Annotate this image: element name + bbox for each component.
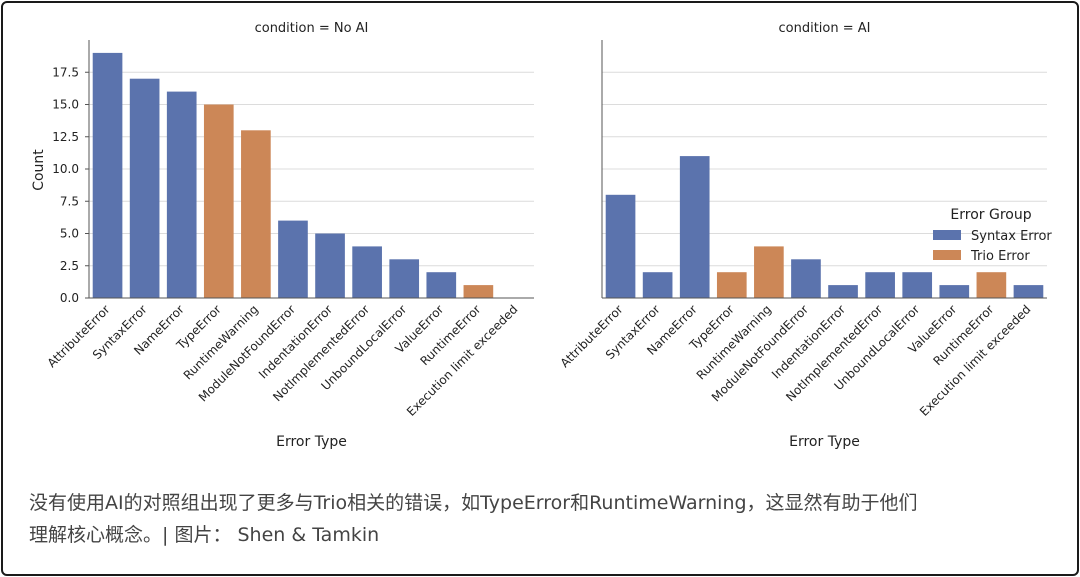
caption-line-1: 没有使用AI的对照组出现了更多与Trio相关的错误，如TypeError和Run… [29, 492, 918, 514]
x-tick-label: AttributeError [45, 302, 113, 370]
bar [352, 246, 382, 298]
legend-swatch [933, 250, 961, 260]
bar [278, 220, 308, 298]
x-axis-label: Error Type [276, 434, 347, 450]
bar [828, 285, 858, 298]
bar [679, 156, 710, 298]
y-tick-label: 12.5 [52, 130, 79, 144]
x-axis-label: Error Type [789, 434, 860, 450]
bar [129, 78, 160, 298]
bar [716, 272, 747, 298]
bar [426, 272, 457, 298]
bar [203, 104, 234, 298]
bar [791, 259, 821, 298]
bar [1013, 285, 1044, 298]
y-tick-label: 2.5 [60, 259, 79, 273]
bar [865, 272, 895, 298]
legend-label: Syntax Error [971, 229, 1052, 244]
y-tick-label: 15.0 [52, 98, 79, 112]
bar [389, 259, 420, 298]
bar [976, 272, 1007, 298]
legend-label: Trio Error [970, 249, 1030, 264]
legend-swatch [933, 230, 961, 240]
x-tick-label: AttributeError [558, 302, 626, 370]
figure-caption: 没有使用AI的对照组出现了更多与Trio相关的错误，如TypeError和Run… [29, 487, 1069, 551]
panel-title: condition = No AI [255, 21, 369, 36]
chart-area: condition = No AIAttributeErrorSyntaxErr… [31, 21, 1052, 450]
y-tick-label: 17.5 [52, 65, 79, 79]
y-tick-label: 0.0 [60, 291, 79, 305]
bar [166, 91, 197, 298]
panel-title: condition = AI [779, 21, 871, 36]
bar [902, 272, 933, 298]
y-tick-label: 10.0 [52, 162, 79, 176]
bar [241, 130, 271, 298]
bar [754, 246, 784, 298]
bar [92, 52, 123, 299]
bar [642, 272, 673, 298]
bar [315, 233, 345, 298]
y-axis-label: Count [31, 149, 47, 191]
caption-line-2: 理解核心概念。| 图片： Shen & Tamkin [29, 524, 380, 546]
y-tick-label: 7.5 [60, 194, 79, 208]
bar [939, 285, 970, 298]
legend-title: Error Group [950, 207, 1031, 223]
bar [605, 194, 636, 298]
y-tick-label: 5.0 [60, 227, 79, 241]
bar [463, 285, 494, 298]
